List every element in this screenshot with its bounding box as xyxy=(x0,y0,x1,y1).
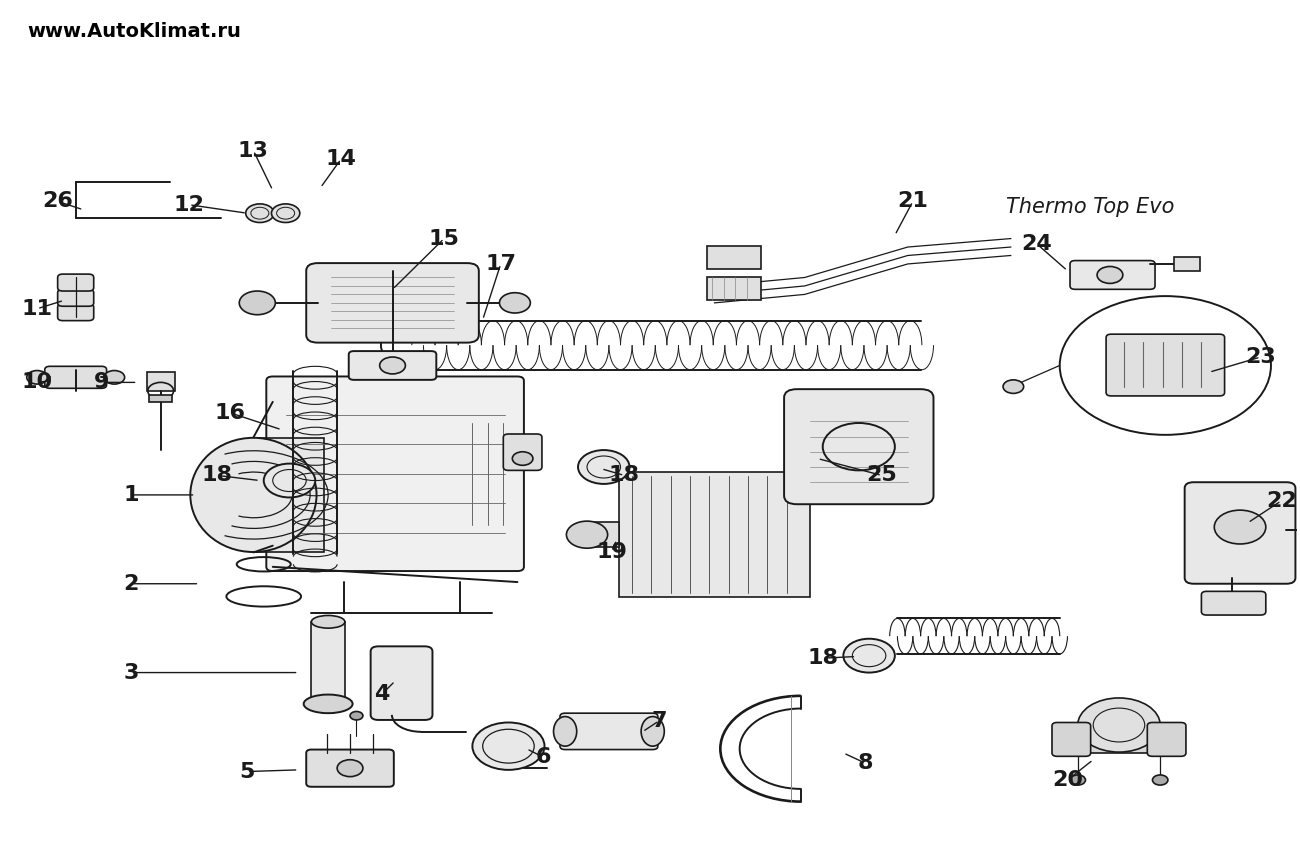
Text: 13: 13 xyxy=(238,140,269,161)
Circle shape xyxy=(1097,266,1123,283)
Text: 16: 16 xyxy=(214,403,246,423)
Text: 9: 9 xyxy=(94,372,109,393)
Circle shape xyxy=(272,204,300,222)
Bar xyxy=(588,522,619,547)
Circle shape xyxy=(239,291,276,315)
FancyBboxPatch shape xyxy=(348,351,437,380)
FancyBboxPatch shape xyxy=(370,646,433,720)
Text: 25: 25 xyxy=(867,465,897,486)
Ellipse shape xyxy=(312,616,344,628)
Text: 22: 22 xyxy=(1266,491,1296,511)
FancyBboxPatch shape xyxy=(57,274,94,291)
Text: 18: 18 xyxy=(608,465,640,486)
Bar xyxy=(707,246,760,269)
FancyBboxPatch shape xyxy=(57,289,94,306)
Circle shape xyxy=(1153,775,1167,785)
Bar xyxy=(254,438,324,552)
Circle shape xyxy=(380,357,406,374)
FancyBboxPatch shape xyxy=(307,750,394,787)
FancyBboxPatch shape xyxy=(560,713,658,750)
Bar xyxy=(147,372,176,391)
Text: Thermo Top Evo: Thermo Top Evo xyxy=(1006,197,1175,217)
FancyBboxPatch shape xyxy=(266,376,524,571)
Text: 26: 26 xyxy=(42,191,73,212)
Text: 2: 2 xyxy=(124,574,139,594)
Circle shape xyxy=(27,371,47,384)
Text: 23: 23 xyxy=(1245,347,1277,367)
Text: 24: 24 xyxy=(1022,233,1052,254)
FancyBboxPatch shape xyxy=(57,304,94,321)
Bar xyxy=(1174,257,1200,271)
Circle shape xyxy=(350,711,363,720)
Ellipse shape xyxy=(554,717,577,746)
FancyBboxPatch shape xyxy=(503,434,542,470)
Text: 12: 12 xyxy=(174,195,204,215)
Circle shape xyxy=(578,450,629,484)
Bar xyxy=(1057,739,1180,753)
Text: 3: 3 xyxy=(124,662,139,683)
Text: 19: 19 xyxy=(597,541,627,562)
FancyBboxPatch shape xyxy=(784,389,933,504)
Ellipse shape xyxy=(641,717,664,746)
Text: 18: 18 xyxy=(807,648,838,668)
Text: 4: 4 xyxy=(374,684,390,704)
Text: 17: 17 xyxy=(485,254,516,274)
FancyBboxPatch shape xyxy=(1052,722,1091,756)
Circle shape xyxy=(246,204,274,222)
Ellipse shape xyxy=(312,700,344,712)
Circle shape xyxy=(1070,775,1085,785)
Text: 20: 20 xyxy=(1052,770,1083,790)
Text: 11: 11 xyxy=(22,299,52,319)
Text: 7: 7 xyxy=(651,711,667,731)
FancyBboxPatch shape xyxy=(1106,334,1225,396)
FancyBboxPatch shape xyxy=(307,263,478,343)
Text: 5: 5 xyxy=(239,761,255,782)
Circle shape xyxy=(1078,698,1160,752)
Circle shape xyxy=(844,639,894,673)
Circle shape xyxy=(567,521,607,548)
FancyBboxPatch shape xyxy=(1148,722,1186,756)
FancyBboxPatch shape xyxy=(44,366,107,388)
FancyBboxPatch shape xyxy=(1184,482,1295,584)
Ellipse shape xyxy=(190,438,316,552)
Circle shape xyxy=(1214,510,1266,544)
Bar xyxy=(312,622,344,706)
Text: 10: 10 xyxy=(22,372,52,393)
Bar xyxy=(707,277,760,300)
FancyBboxPatch shape xyxy=(1070,261,1154,289)
Circle shape xyxy=(337,760,363,777)
Circle shape xyxy=(512,452,533,465)
Text: 18: 18 xyxy=(202,465,233,486)
Text: 14: 14 xyxy=(325,149,356,169)
Text: 1: 1 xyxy=(124,485,139,505)
FancyBboxPatch shape xyxy=(1201,591,1266,615)
Ellipse shape xyxy=(304,695,352,713)
Text: 6: 6 xyxy=(536,747,551,767)
Circle shape xyxy=(104,371,125,384)
Bar xyxy=(619,472,810,597)
Circle shape xyxy=(264,464,316,497)
Text: 8: 8 xyxy=(858,753,874,773)
Bar xyxy=(150,395,173,402)
Text: 15: 15 xyxy=(429,228,459,249)
Circle shape xyxy=(1004,380,1023,393)
Circle shape xyxy=(499,293,530,313)
Circle shape xyxy=(472,722,545,770)
Text: 21: 21 xyxy=(897,191,928,212)
